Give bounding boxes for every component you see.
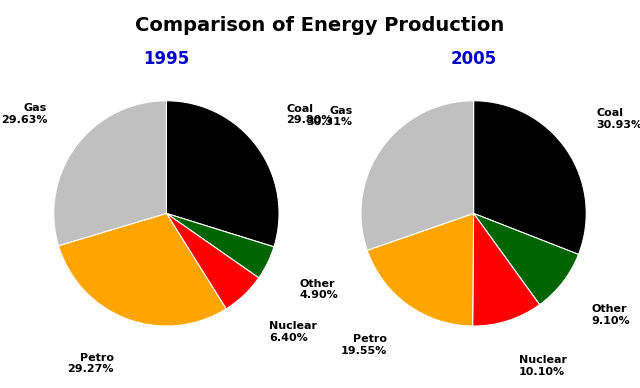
Text: Nuclear
10.10%: Nuclear 10.10% (519, 355, 567, 377)
Title: 1995: 1995 (143, 50, 189, 68)
Wedge shape (474, 213, 579, 305)
Wedge shape (361, 101, 474, 250)
Title: 2005: 2005 (451, 50, 497, 68)
Text: Gas
30.31%: Gas 30.31% (307, 106, 353, 127)
Wedge shape (474, 101, 586, 255)
Text: Petro
29.27%: Petro 29.27% (67, 353, 114, 374)
Text: Coal
29.80%: Coal 29.80% (286, 104, 333, 125)
Wedge shape (166, 213, 259, 309)
Text: Other
4.90%: Other 4.90% (300, 279, 339, 300)
Text: Coal
30.93%: Coal 30.93% (596, 108, 640, 130)
Text: Comparison of Energy Production: Comparison of Energy Production (136, 16, 504, 35)
Text: Petro
19.55%: Petro 19.55% (340, 334, 387, 356)
Text: Nuclear
6.40%: Nuclear 6.40% (269, 321, 317, 343)
Wedge shape (58, 213, 226, 326)
Text: Other
9.10%: Other 9.10% (591, 305, 630, 326)
Wedge shape (166, 101, 279, 247)
Wedge shape (367, 213, 474, 326)
Wedge shape (473, 213, 540, 326)
Wedge shape (54, 101, 166, 246)
Text: Gas
29.63%: Gas 29.63% (1, 103, 47, 125)
Wedge shape (166, 213, 274, 278)
